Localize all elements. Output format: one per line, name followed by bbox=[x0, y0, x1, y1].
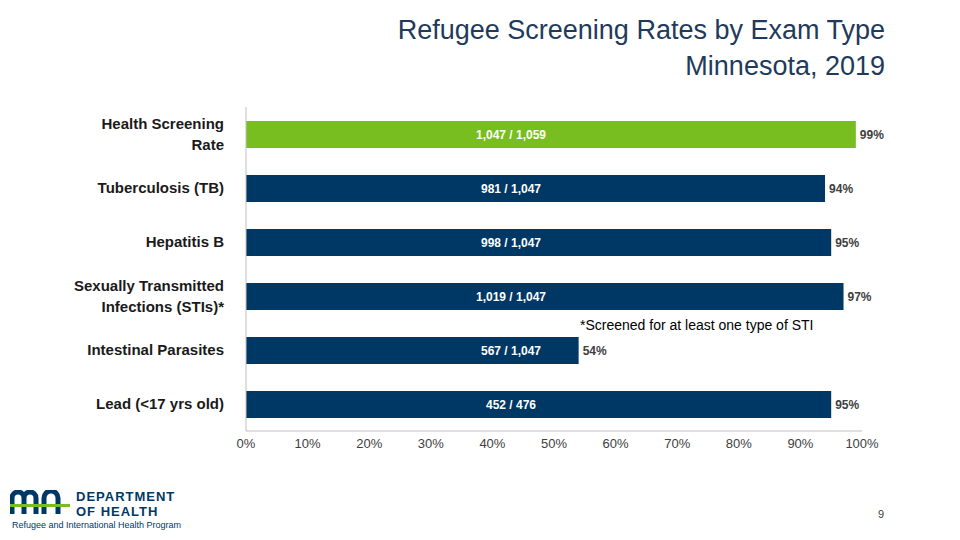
svg-text:Intestinal Parasites: Intestinal Parasites bbox=[87, 341, 224, 358]
svg-text:99%: 99% bbox=[860, 128, 884, 142]
svg-text:40%: 40% bbox=[479, 436, 505, 451]
html-text:*Screened for at least one typ: *Screened for at least one type of STI bbox=[580, 317, 814, 333]
svg-text:567 / 1,047: 567 / 1,047 bbox=[481, 344, 541, 358]
svg-text:70%: 70% bbox=[664, 436, 690, 451]
svg-text:95%: 95% bbox=[835, 236, 859, 250]
svg-text:981 / 1,047: 981 / 1,047 bbox=[481, 182, 541, 196]
svg-text:94%: 94% bbox=[829, 182, 853, 196]
svg-text:100%: 100% bbox=[845, 436, 879, 451]
html-text:Refugee Screening Rates by Exa: Refugee Screening Rates by Exam Type bbox=[397, 15, 885, 45]
svg-text:452 / 476: 452 / 476 bbox=[486, 398, 536, 412]
svg-text:998 / 1,047: 998 / 1,047 bbox=[481, 236, 541, 250]
svg-text:50%: 50% bbox=[541, 436, 567, 451]
html-text:Refugee and International Heal: Refugee and International Health Program bbox=[12, 520, 182, 530]
svg-text:0%: 0% bbox=[237, 436, 256, 451]
svg-text:80%: 80% bbox=[726, 436, 752, 451]
svg-text:1,047 / 1,059: 1,047 / 1,059 bbox=[476, 128, 546, 142]
html-text:Minnesota, 2019: Minnesota, 2019 bbox=[685, 51, 885, 81]
svg-text:Sexually TransmittedInfections: Sexually TransmittedInfections (STIs)* bbox=[74, 277, 224, 315]
html-text:DEPARTMENT: DEPARTMENT bbox=[76, 489, 176, 504]
svg-text:Tuberculosis (TB): Tuberculosis (TB) bbox=[98, 179, 224, 196]
svg-text:Hepatitis B: Hepatitis B bbox=[146, 233, 225, 250]
svg-text:90%: 90% bbox=[787, 436, 813, 451]
html-text:OF HEALTH: OF HEALTH bbox=[76, 504, 159, 519]
svg-text:10%: 10% bbox=[295, 436, 321, 451]
svg-text:60%: 60% bbox=[603, 436, 629, 451]
svg-text:30%: 30% bbox=[418, 436, 444, 451]
svg-text:97%: 97% bbox=[848, 290, 872, 304]
svg-text:1,019 / 1,047: 1,019 / 1,047 bbox=[476, 290, 546, 304]
svg-text:54%: 54% bbox=[583, 344, 607, 358]
svg-text:Health ScreeningRate: Health ScreeningRate bbox=[101, 115, 224, 153]
svg-text:Lead (<17 yrs old): Lead (<17 yrs old) bbox=[96, 395, 224, 412]
svg-text:20%: 20% bbox=[356, 436, 382, 451]
svg-text:95%: 95% bbox=[835, 398, 859, 412]
html-text:9: 9 bbox=[878, 508, 885, 520]
